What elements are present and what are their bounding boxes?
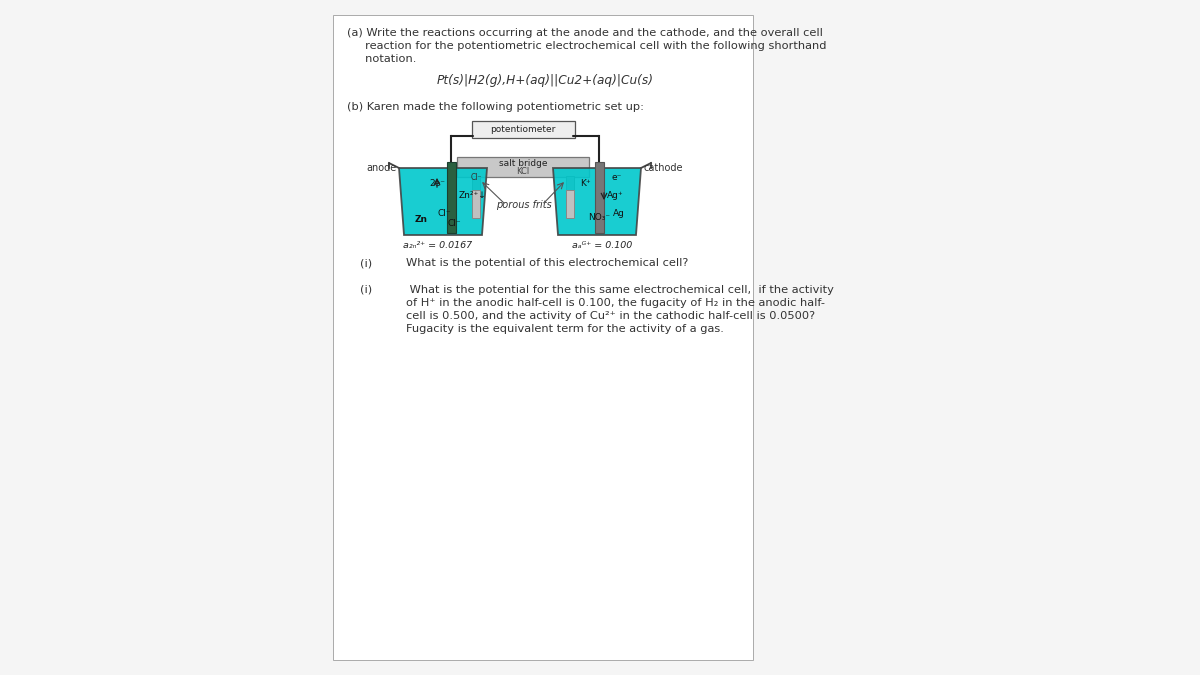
Text: salt bridge: salt bridge: [499, 159, 547, 167]
Text: aₐᴳ⁺ = 0.100: aₐᴳ⁺ = 0.100: [572, 241, 632, 250]
Text: notation.: notation.: [347, 54, 416, 64]
Bar: [472, 176, 480, 190]
Text: porous frits: porous frits: [496, 200, 552, 210]
Bar: [594, 162, 604, 233]
Text: Cl⁻: Cl⁻: [448, 219, 462, 227]
Text: of H⁺ in the anodic half-cell is 0.100, the fugacity of H₂ in the anodic half-: of H⁺ in the anodic half-cell is 0.100, …: [406, 298, 826, 308]
Text: K⁺: K⁺: [580, 178, 590, 188]
Text: cell is 0.500, and the activity of Cu²⁺ in the cathodic half-cell is 0.0500?: cell is 0.500, and the activity of Cu²⁺ …: [406, 311, 815, 321]
Text: 2e⁻: 2e⁻: [430, 178, 445, 188]
Text: (b) Karen made the following potentiometric set up:: (b) Karen made the following potentiomet…: [347, 102, 644, 112]
Bar: [472, 190, 480, 218]
Text: e⁻: e⁻: [612, 173, 623, 182]
Text: What is the potential of this electrochemical cell?: What is the potential of this electroche…: [406, 258, 689, 268]
Polygon shape: [398, 168, 487, 235]
Text: Cl⁻: Cl⁻: [438, 209, 451, 217]
Text: (i): (i): [360, 285, 372, 295]
Bar: [446, 162, 456, 233]
Text: Pt(s)|H2(g),H+(aq)||Cu2+(aq)|Cu(s): Pt(s)|H2(g),H+(aq)||Cu2+(aq)|Cu(s): [437, 74, 654, 87]
Bar: [566, 176, 574, 190]
Text: Ag: Ag: [613, 209, 625, 217]
Text: Cl⁻: Cl⁻: [470, 173, 481, 182]
Text: KCl: KCl: [516, 167, 529, 176]
Text: Zn²⁺↓: Zn²⁺↓: [458, 192, 487, 200]
Text: anode: anode: [367, 163, 397, 173]
Text: a₂ₙ²⁺ = 0.0167: a₂ₙ²⁺ = 0.0167: [403, 241, 473, 250]
FancyBboxPatch shape: [457, 157, 589, 177]
Text: Ag⁺: Ag⁺: [607, 192, 624, 200]
Bar: [566, 190, 574, 218]
FancyBboxPatch shape: [334, 15, 754, 660]
Text: (a) Write the reactions occurring at the anode and the cathode, and the overall : (a) Write the reactions occurring at the…: [347, 28, 823, 38]
Text: cathode: cathode: [643, 163, 683, 173]
Text: NO₃⁻: NO₃⁻: [588, 213, 610, 223]
Polygon shape: [553, 168, 641, 235]
Text: potentiometer: potentiometer: [491, 124, 556, 134]
Text: Zn: Zn: [414, 215, 427, 225]
FancyBboxPatch shape: [472, 121, 575, 138]
Text: reaction for the potentiometric electrochemical cell with the following shorthan: reaction for the potentiometric electroc…: [347, 41, 827, 51]
Text: (i): (i): [360, 258, 372, 268]
Text: What is the potential for the this same electrochemical cell,  if the activity: What is the potential for the this same …: [406, 285, 834, 295]
Text: Fugacity is the equivalent term for the activity of a gas.: Fugacity is the equivalent term for the …: [406, 324, 724, 334]
